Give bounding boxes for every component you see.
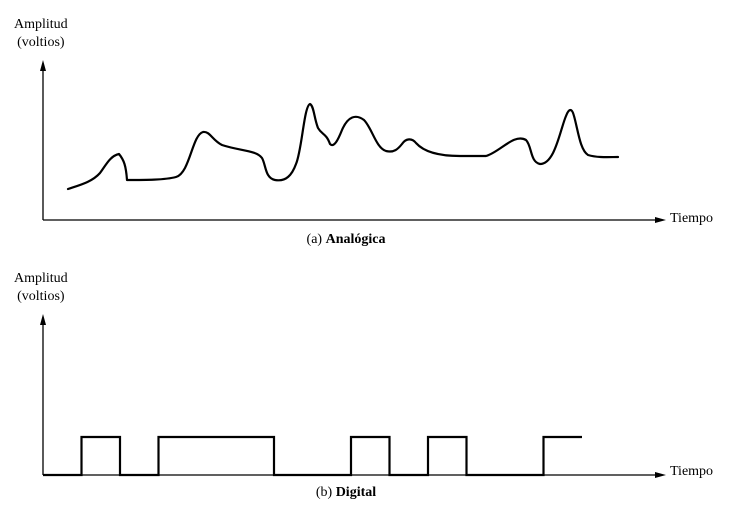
digital-x-arrow xyxy=(655,472,666,478)
digital-x-axis-label: Tiempo xyxy=(670,464,714,479)
digital-caption-title: Digital xyxy=(335,485,377,500)
digital-axes xyxy=(40,314,666,478)
digital-y-axis-label: Amplitud (voltios) xyxy=(14,270,68,306)
digital-y-label-line2: (voltios) xyxy=(17,289,65,304)
analog-axes xyxy=(40,60,666,223)
analog-caption-title: Analógica xyxy=(325,232,386,247)
analog-y-label-line1: Amplitud xyxy=(14,17,68,32)
analog-x-axis-label: Tiempo xyxy=(670,211,714,226)
analog-y-arrow xyxy=(40,60,46,71)
analog-y-axis-label: Amplitud (voltios) xyxy=(14,16,68,52)
digital-caption-prefix: (b) xyxy=(315,485,333,500)
digital-signal-wave xyxy=(43,435,582,477)
analog-caption-prefix: (a) xyxy=(306,232,323,247)
analog-signal-curve xyxy=(66,102,620,191)
analog-y-label-line2: (voltios) xyxy=(17,35,65,50)
digital-y-arrow xyxy=(40,314,46,325)
digital-caption: (b) Digital xyxy=(316,485,376,501)
digital-y-label-line1: Amplitud xyxy=(14,271,68,286)
analog-caption: (a) Analógica xyxy=(307,232,386,248)
analog-x-arrow xyxy=(655,217,666,223)
